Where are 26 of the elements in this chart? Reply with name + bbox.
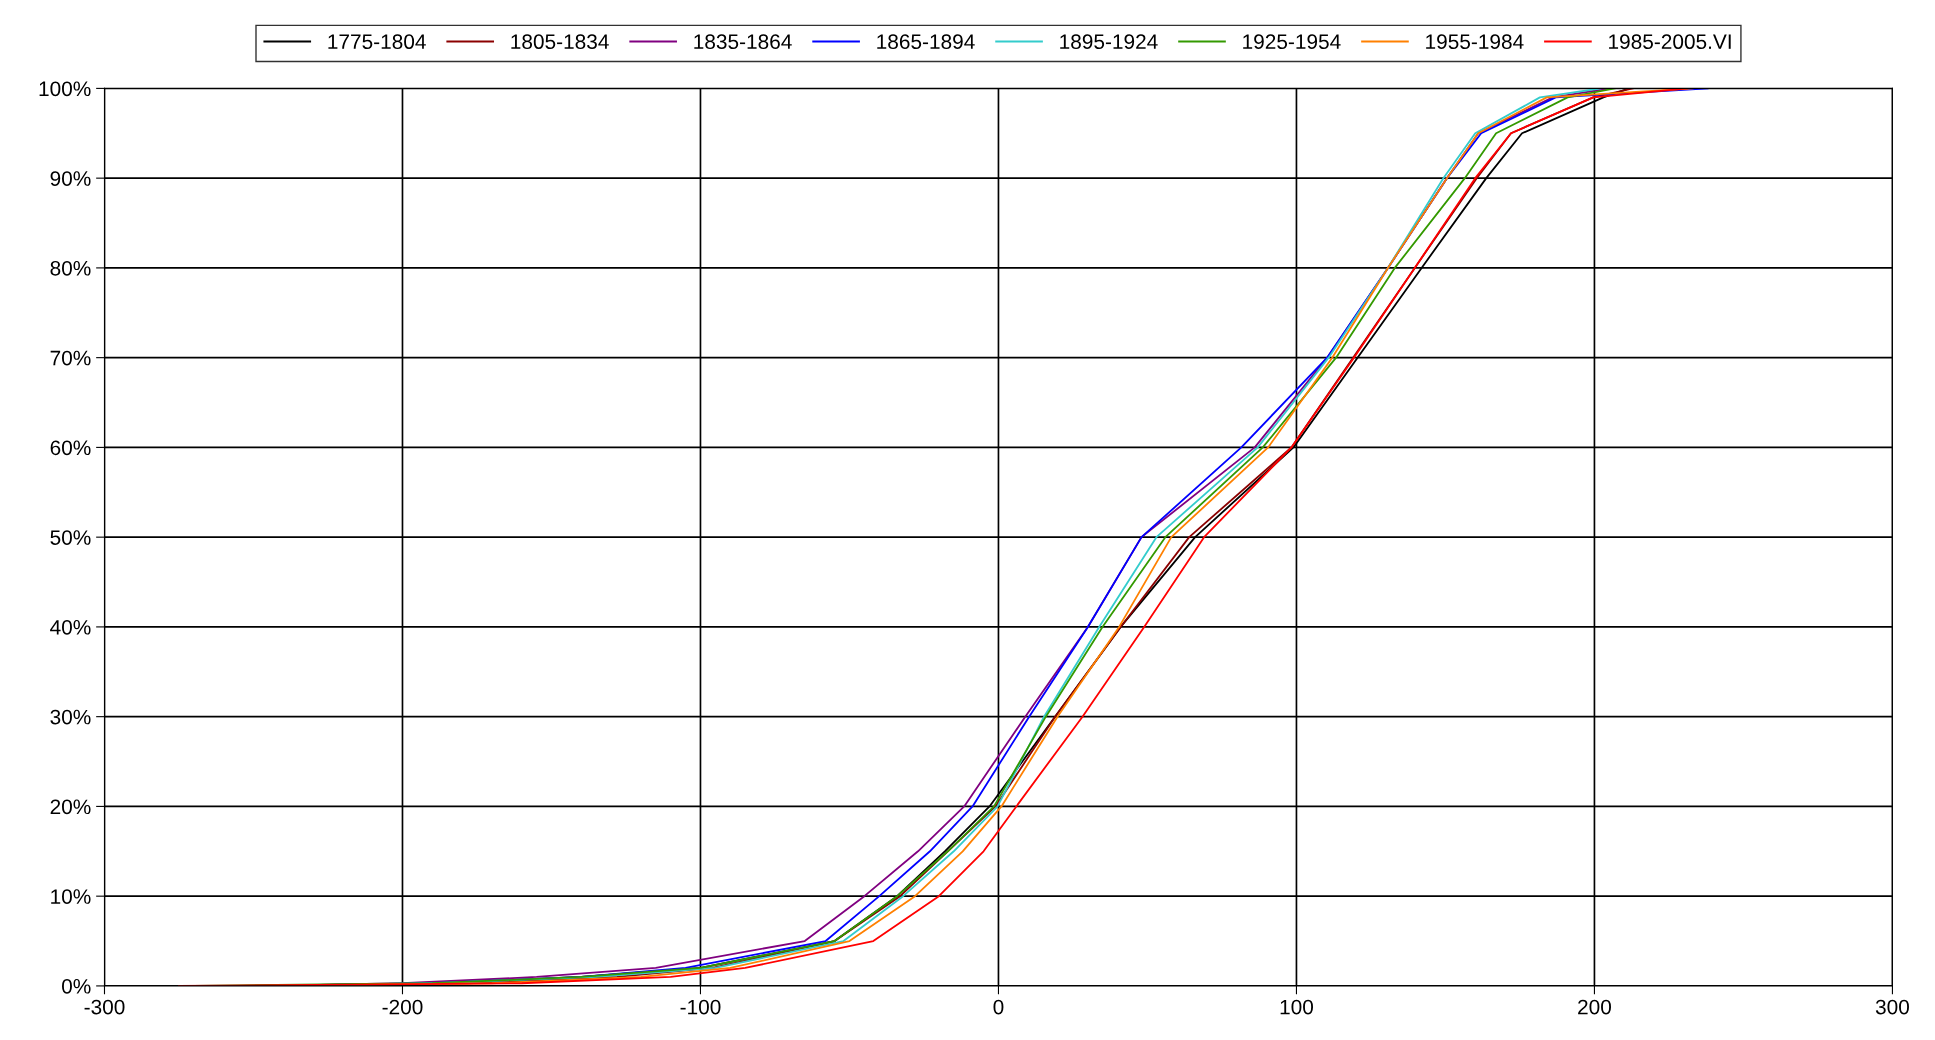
y-tick-label: 30% (50, 709, 91, 725)
legend-label: 1865-1894 (877, 34, 975, 50)
y-tick-label: 40% (50, 619, 91, 635)
y-tick-label: 20% (50, 799, 91, 815)
legend-label: 1835-1864 (694, 34, 792, 50)
legend-label: 1805-1834 (511, 34, 609, 50)
x-tick-label: 100 (1280, 999, 1314, 1015)
x-tick-label: 0 (993, 999, 1004, 1015)
y-tick-label: 90% (50, 171, 91, 186)
legend-label: 1925-1954 (1243, 34, 1341, 50)
x-tick-label: -300 (84, 999, 125, 1015)
y-tick-label: 60% (50, 440, 91, 456)
y-tick-label: 0% (62, 978, 91, 994)
x-tick-label: 200 (1578, 999, 1612, 1015)
x-tick-label: 300 (1875, 999, 1909, 1015)
y-tick-label: 50% (50, 530, 91, 545)
x-tick-label: -200 (382, 999, 423, 1015)
x-tick-label: -100 (680, 999, 721, 1015)
y-tick-label: 10% (51, 889, 91, 904)
y-tick-label: 80% (50, 260, 91, 276)
legend-label: 1895-1924 (1060, 34, 1158, 50)
y-tick-label: 70% (50, 350, 91, 366)
legend-label: 1775-1804 (328, 34, 426, 50)
y-tick-label: 100% (39, 81, 91, 97)
legend-label: 1985-2005.VI (1609, 34, 1731, 50)
legend-label: 1955-1984 (1426, 34, 1524, 50)
